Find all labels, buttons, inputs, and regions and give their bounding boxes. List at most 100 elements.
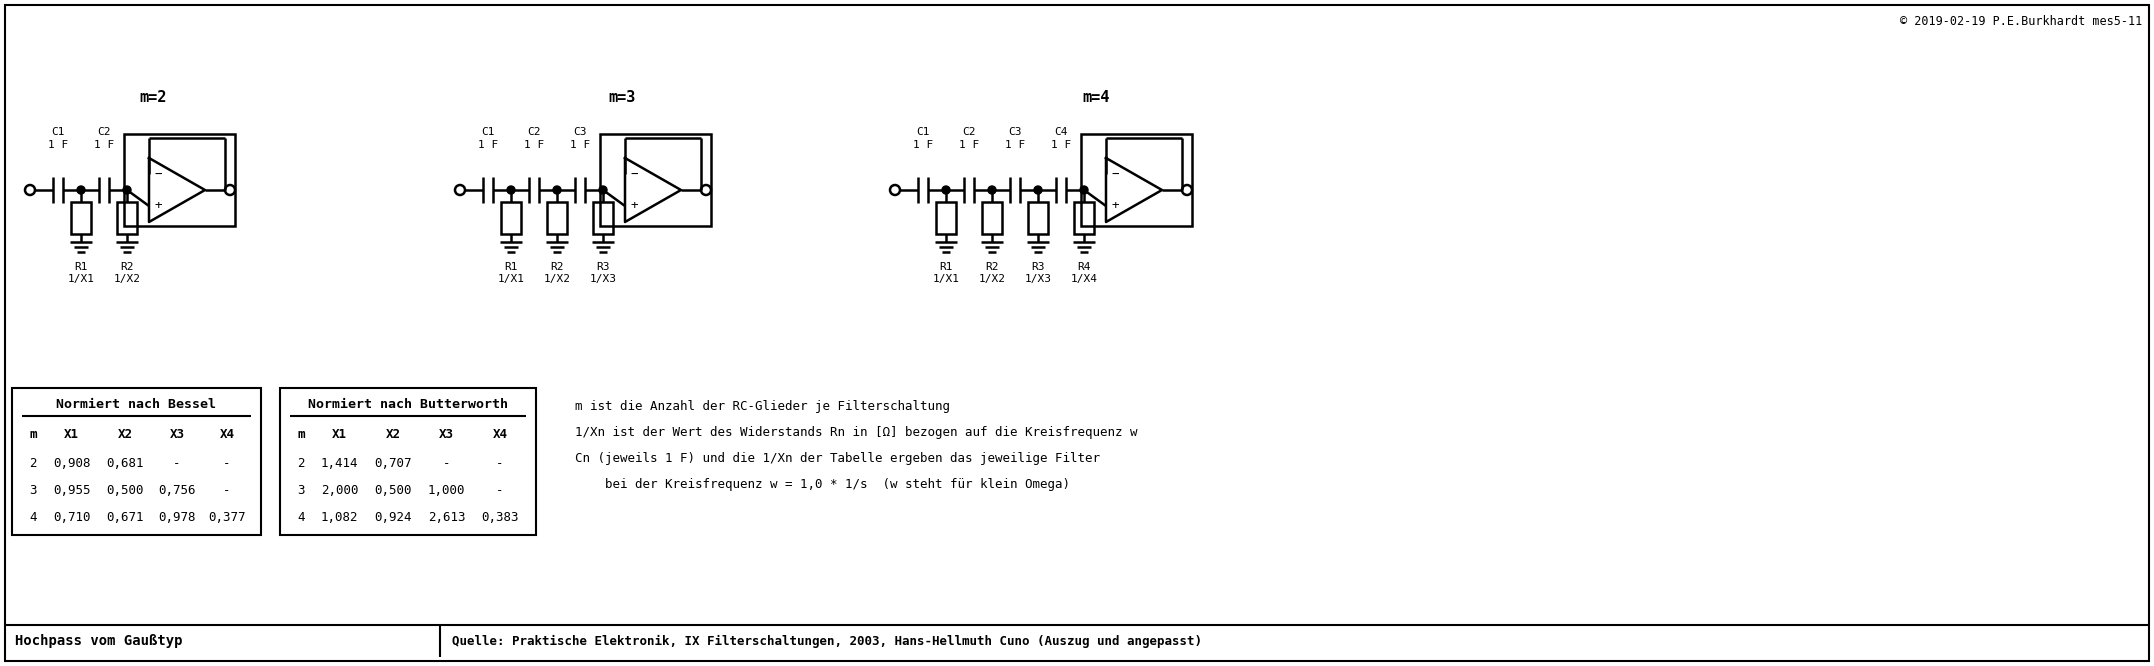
Text: 1 F: 1 F	[95, 140, 114, 150]
Text: 2,000: 2,000	[321, 484, 358, 497]
Text: 0,500: 0,500	[106, 484, 144, 497]
Text: C2: C2	[528, 127, 541, 137]
Text: 0,671: 0,671	[106, 511, 144, 524]
Text: C4: C4	[1053, 127, 1068, 137]
Text: R2: R2	[121, 262, 134, 272]
Bar	[982, 202, 1002, 234]
Circle shape	[78, 186, 84, 194]
Text: C1: C1	[52, 127, 65, 137]
Text: Quelle: Praktische Elektronik, IX Filterschaltungen, 2003, Hans-Hellmuth Cuno (A: Quelle: Praktische Elektronik, IX Filter…	[452, 635, 1202, 647]
Circle shape	[941, 186, 950, 194]
Text: 3: 3	[30, 484, 37, 497]
Text: 1 F: 1 F	[1006, 140, 1025, 150]
Text: −: −	[631, 168, 638, 180]
Text: X4: X4	[493, 428, 508, 440]
Text: C1: C1	[480, 127, 495, 137]
Text: m=2: m=2	[140, 91, 166, 105]
Text: +: +	[155, 200, 162, 212]
Text: X3: X3	[439, 428, 454, 440]
Text: 0,924: 0,924	[375, 511, 411, 524]
Text: 1 F: 1 F	[959, 140, 980, 150]
Text: 0,377: 0,377	[209, 511, 246, 524]
Circle shape	[554, 186, 560, 194]
Text: 1 F: 1 F	[47, 140, 69, 150]
Bar	[601, 134, 711, 226]
Text: m: m	[297, 428, 304, 440]
Bar	[116, 202, 138, 234]
Bar	[1081, 134, 1191, 226]
Text: 0,978: 0,978	[157, 511, 196, 524]
Text: 3: 3	[297, 484, 304, 497]
Text: C2: C2	[97, 127, 110, 137]
Text: Normiert nach Butterworth: Normiert nach Butterworth	[308, 398, 508, 410]
Text: 2,613: 2,613	[429, 511, 465, 524]
Text: R1: R1	[504, 262, 517, 272]
Text: R3: R3	[597, 262, 610, 272]
Text: Cn (jeweils 1 F) und die 1/Xn der Tabelle ergeben das jeweilige Filter: Cn (jeweils 1 F) und die 1/Xn der Tabell…	[575, 452, 1101, 465]
Text: 0,500: 0,500	[375, 484, 411, 497]
Circle shape	[599, 186, 607, 194]
Text: 0,707: 0,707	[375, 457, 411, 470]
Circle shape	[989, 186, 995, 194]
Text: 1,414: 1,414	[321, 457, 358, 470]
Bar	[1075, 202, 1094, 234]
Text: 4: 4	[30, 511, 37, 524]
Text: bei der Kreisfrequenz w = 1,0 * 1/s  (w steht für klein Omega): bei der Kreisfrequenz w = 1,0 * 1/s (w s…	[575, 478, 1071, 491]
Text: 1,000: 1,000	[429, 484, 465, 497]
Text: R2: R2	[549, 262, 564, 272]
Bar	[502, 202, 521, 234]
Bar	[592, 202, 614, 234]
Text: R4: R4	[1077, 262, 1090, 272]
Text: R3: R3	[1032, 262, 1045, 272]
Text: 1/X2: 1/X2	[543, 274, 571, 284]
Text: -: -	[224, 484, 230, 497]
Text: 0,955: 0,955	[52, 484, 90, 497]
Text: -: -	[172, 457, 181, 470]
Text: 1/X1: 1/X1	[933, 274, 959, 284]
Text: X2: X2	[118, 428, 134, 440]
Text: 0,383: 0,383	[480, 511, 519, 524]
Text: 1 F: 1 F	[913, 140, 933, 150]
Text: X1: X1	[332, 428, 347, 440]
Text: m: m	[30, 428, 37, 440]
Text: 1/Xn ist der Wert des Widerstands Rn in [Ω] bezogen auf die Kreisfrequenz w: 1/Xn ist der Wert des Widerstands Rn in …	[575, 426, 1137, 439]
Text: C1: C1	[915, 127, 931, 137]
Text: C2: C2	[963, 127, 976, 137]
Bar	[280, 388, 536, 535]
Text: 1/X2: 1/X2	[978, 274, 1006, 284]
Text: -: -	[495, 457, 504, 470]
Text: 1 F: 1 F	[571, 140, 590, 150]
Text: R1: R1	[939, 262, 952, 272]
Bar	[71, 202, 90, 234]
Text: 0,710: 0,710	[52, 511, 90, 524]
Text: C3: C3	[1008, 127, 1021, 137]
Circle shape	[506, 186, 515, 194]
Text: 0,681: 0,681	[106, 457, 144, 470]
Text: −: −	[1111, 168, 1118, 180]
Text: 1/X4: 1/X4	[1071, 274, 1099, 284]
Circle shape	[1034, 186, 1043, 194]
Text: m ist die Anzahl der RC-Glieder je Filterschaltung: m ist die Anzahl der RC-Glieder je Filte…	[575, 400, 950, 413]
Text: 1/X2: 1/X2	[114, 274, 140, 284]
Text: 4: 4	[297, 511, 304, 524]
Text: +: +	[1111, 200, 1118, 212]
Text: R2: R2	[984, 262, 999, 272]
Circle shape	[1079, 186, 1088, 194]
Circle shape	[123, 186, 131, 194]
Text: 1 F: 1 F	[523, 140, 545, 150]
Text: X1: X1	[65, 428, 80, 440]
Text: 2: 2	[30, 457, 37, 470]
Text: X4: X4	[220, 428, 235, 440]
Bar	[937, 202, 956, 234]
Text: 0,908: 0,908	[52, 457, 90, 470]
Text: 1/X1: 1/X1	[498, 274, 526, 284]
Text: 1/X3: 1/X3	[590, 274, 616, 284]
Text: © 2019-02-19 P.E.Burkhardt mes5-11: © 2019-02-19 P.E.Burkhardt mes5-11	[1900, 15, 2141, 28]
Text: Hochpass vom Gaußtyp: Hochpass vom Gaußtyp	[15, 634, 183, 648]
Bar	[547, 202, 567, 234]
Bar	[13, 388, 261, 535]
Text: C3: C3	[573, 127, 586, 137]
Text: 1,082: 1,082	[321, 511, 358, 524]
Text: m=4: m=4	[1081, 91, 1109, 105]
Text: X2: X2	[386, 428, 401, 440]
